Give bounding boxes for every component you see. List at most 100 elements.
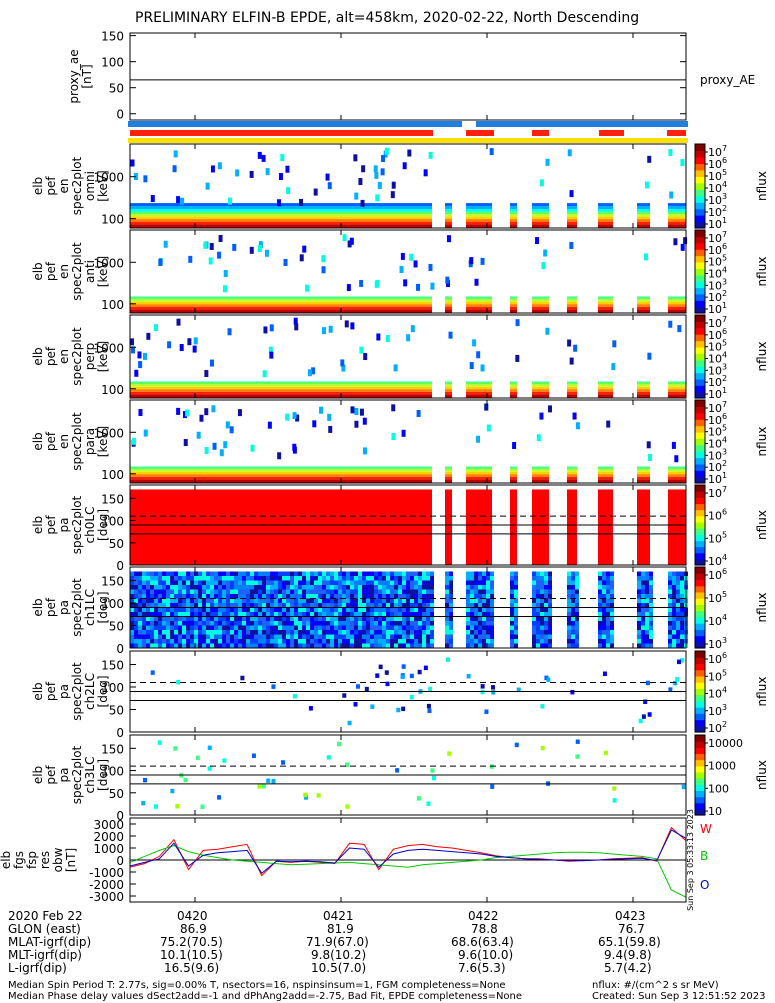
panel-frame <box>130 33 686 120</box>
pa-pixel <box>162 585 166 590</box>
pa-pixel <box>218 639 222 644</box>
pa-pixel <box>668 581 672 586</box>
pa-pixel <box>474 612 478 617</box>
spectrogram-band <box>567 212 577 214</box>
pa-pixel <box>394 594 398 599</box>
pa-pixel <box>676 594 680 599</box>
spectrogram-pixel <box>573 413 577 420</box>
spectrogram-band <box>532 304 549 307</box>
colorbar-cell <box>695 567 705 571</box>
spectrogram-pixel <box>326 174 330 181</box>
pa-pixel <box>230 585 234 590</box>
pa-pixel <box>186 608 190 613</box>
pa-pixel <box>544 630 548 635</box>
pa-pixel <box>486 621 490 626</box>
spectrogram-pixel <box>250 171 254 178</box>
pa-pixel <box>222 576 226 581</box>
pa-pixel <box>540 644 544 649</box>
pa-pixel <box>637 635 641 640</box>
pa-pixel <box>130 626 134 631</box>
pa-pixel <box>294 603 298 608</box>
pa-pixel <box>238 635 242 640</box>
spectrogram-band <box>445 389 452 392</box>
pa-pixel <box>536 581 540 586</box>
pa-pixel <box>162 608 166 613</box>
pa-pixel <box>318 639 322 644</box>
pa-pixel <box>182 576 186 581</box>
pa-pixel <box>222 599 226 604</box>
pa-pixel <box>414 644 418 649</box>
spectrogram-band <box>466 212 492 214</box>
pa-pixel <box>637 644 641 649</box>
pa-pixel <box>322 594 326 599</box>
spectrogram-band <box>637 297 650 299</box>
pa-pixel <box>286 603 290 608</box>
pa-pixel <box>430 590 434 595</box>
spectrogram-band <box>445 469 452 471</box>
pa-pixel <box>346 590 350 595</box>
spectrogram-pixel <box>681 244 685 251</box>
spectrogram-pixel <box>516 319 520 326</box>
pa-pixel <box>210 626 214 631</box>
pa-pixel <box>575 617 579 622</box>
spectrogram-band <box>532 394 549 398</box>
pa-pixel <box>218 590 222 595</box>
pa-pixel <box>410 635 414 640</box>
pa-pixel <box>470 585 474 590</box>
pa-pixel <box>150 626 154 631</box>
pa-pixel <box>330 590 334 595</box>
spectrogram-pixel <box>130 338 134 345</box>
pa-pixel <box>370 639 374 644</box>
pa-pixel <box>306 576 310 581</box>
pa-pixel <box>484 709 488 714</box>
pa-pixel <box>166 626 170 631</box>
pa-pixel <box>532 576 536 581</box>
pa-pixel <box>326 599 330 604</box>
pa-pixel <box>200 805 204 809</box>
pa-pixel <box>606 581 610 586</box>
spectrogram-band <box>637 467 650 469</box>
pa-pixel <box>246 603 250 608</box>
pa-pixel <box>406 617 410 622</box>
spectrogram-pixel <box>668 321 672 328</box>
pa-pixel <box>427 709 431 714</box>
pa-band <box>130 489 432 565</box>
pa-pixel <box>366 617 370 622</box>
colorbar-cell <box>695 735 705 739</box>
pa-pixel <box>266 585 270 590</box>
spectrogram-band <box>445 304 452 307</box>
spectrogram-band <box>466 217 492 219</box>
colorbar-label: nflux <box>755 257 769 287</box>
pa-pixel <box>326 603 330 608</box>
pa-pixel <box>238 576 242 581</box>
pa-pixel <box>162 621 166 626</box>
eph-value: 9.8(10.2) <box>311 949 366 961</box>
pa-pixel <box>470 621 474 626</box>
pa-pixel <box>294 594 298 599</box>
pa-pixel <box>362 572 366 577</box>
pa-pixel <box>449 612 453 617</box>
pa-pixel <box>486 635 490 640</box>
pa-pixel <box>254 617 258 622</box>
colorbar-tick-label: 105 <box>708 530 727 545</box>
pa-pixel <box>398 576 402 581</box>
pa-pixel <box>354 626 358 631</box>
pa-pixel <box>198 635 202 640</box>
spectrogram-band <box>598 474 613 477</box>
pa-pixel <box>170 635 174 640</box>
spectrogram-band <box>510 219 517 222</box>
spectrogram-pixel <box>490 148 494 155</box>
pa-pixel <box>170 789 174 793</box>
pa-pixel <box>676 639 680 644</box>
pa-pixel <box>342 585 346 590</box>
pa-pixel <box>346 581 350 586</box>
spectrogram-band <box>598 467 613 469</box>
spectrogram-band <box>598 477 613 479</box>
pa-pixel <box>602 644 606 649</box>
pa-pixel <box>606 635 610 640</box>
spectrogram-band <box>510 384 517 386</box>
pa-pixel <box>645 617 649 622</box>
pa-pixel <box>680 635 684 640</box>
pa-pixel <box>514 639 518 644</box>
pa-pixel <box>482 572 486 577</box>
